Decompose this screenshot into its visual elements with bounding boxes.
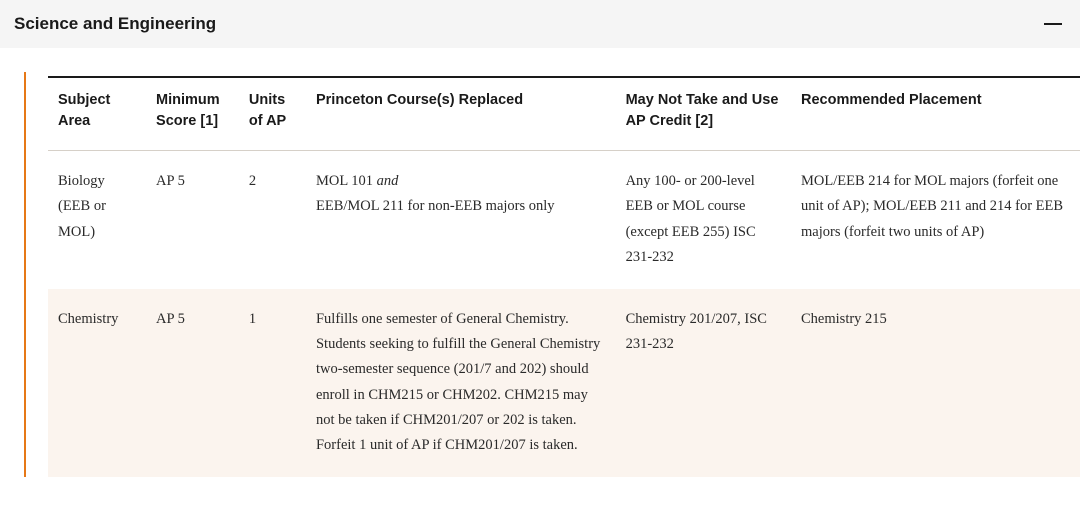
accordion-title: Science and Engineering (14, 14, 216, 34)
accordion-header[interactable]: Science and Engineering (0, 0, 1080, 48)
ap-credit-table: Subject Area Minimum Score [1] Units of … (48, 76, 1080, 477)
cell-units: 2 (239, 151, 306, 289)
cell-text: EEB/MOL 211 for non-EEB majors only (316, 198, 555, 214)
minus-icon (1044, 23, 1062, 26)
cell-rec: Chemistry 215 (791, 289, 1080, 477)
italic-and: and (377, 173, 399, 189)
cell-maynot: Chemistry 201/207, ISC 231-232 (616, 289, 791, 477)
table-header-row: Subject Area Minimum Score [1] Units of … (48, 77, 1080, 151)
cell-text: MOL 101 (316, 173, 377, 189)
col-header-units: Units of AP (239, 77, 306, 151)
table-container: Subject Area Minimum Score [1] Units of … (24, 72, 1080, 477)
col-header-maynot: May Not Take and Use AP Credit [2] (616, 77, 791, 151)
table-row: Chemistry AP 5 1 Fulfills one semester o… (48, 289, 1080, 477)
cell-units: 1 (239, 289, 306, 477)
cell-score: AP 5 (146, 289, 239, 477)
cell-subject: Biology (EEB or MOL) (48, 151, 146, 289)
cell-score: AP 5 (146, 151, 239, 289)
col-header-subject: Subject Area (48, 77, 146, 151)
cell-replaced: MOL 101 and EEB/MOL 211 for non-EEB majo… (306, 151, 616, 289)
cell-replaced: Fulfills one semester of General Chemist… (306, 289, 616, 477)
cell-maynot: Any 100- or 200-level EEB or MOL course … (616, 151, 791, 289)
cell-subject: Chemistry (48, 289, 146, 477)
table-row: Biology (EEB or MOL) AP 5 2 MOL 101 and … (48, 151, 1080, 289)
accordion-content: Subject Area Minimum Score [1] Units of … (0, 48, 1080, 477)
cell-rec: MOL/EEB 214 for MOL majors (forfeit one … (791, 151, 1080, 289)
col-header-replaced: Princeton Course(s) Replaced (306, 77, 616, 151)
col-header-rec: Recommended Placement (791, 77, 1080, 151)
col-header-score: Minimum Score [1] (146, 77, 239, 151)
